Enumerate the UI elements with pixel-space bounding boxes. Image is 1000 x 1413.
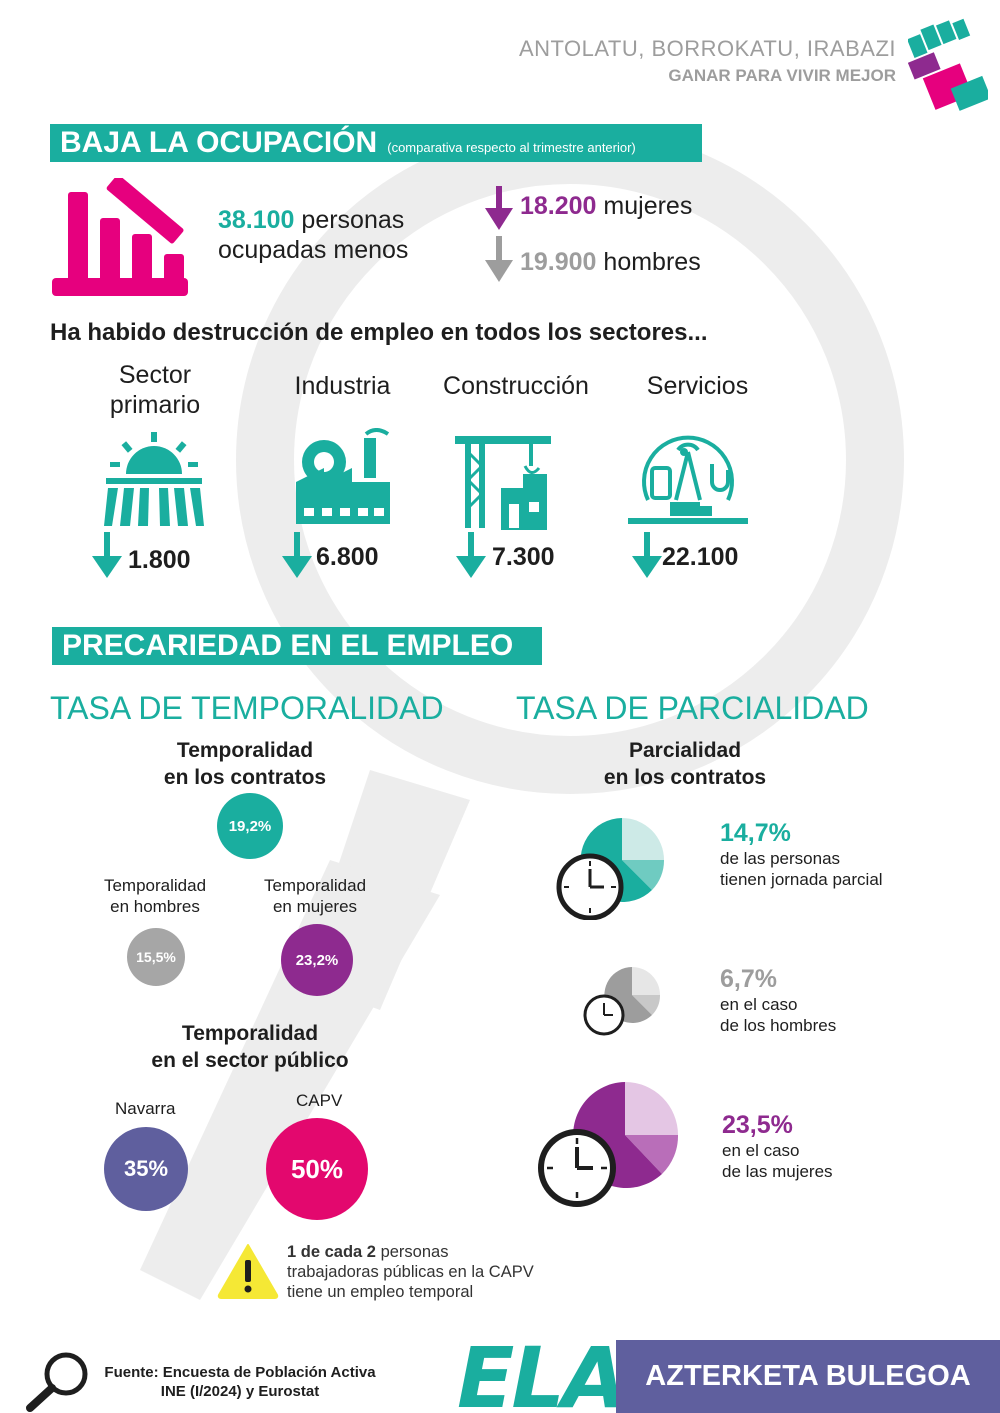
navarra-label: Navarra	[115, 1099, 176, 1118]
capv-value: 50%	[290, 1153, 344, 1184]
part-total-text2: tienen jornada parcial	[720, 870, 883, 889]
sector-value: 22.100	[662, 543, 739, 571]
temp-men-label: Temporalidad en hombres	[85, 875, 225, 917]
label-line: Temporalidad	[181, 1022, 319, 1045]
part-women-value: 23,5%	[722, 1111, 793, 1139]
down-arrow-icon	[282, 532, 312, 578]
sector-name: Sector primario	[85, 360, 225, 420]
sector-name: Construcción	[443, 372, 589, 400]
crane-icon	[455, 436, 551, 530]
sectors-heading: Ha habido destrucción de empleo en todos…	[50, 319, 708, 346]
temp-public-label: Temporalidad en el sector público	[120, 1020, 380, 1074]
label-line: Temporalidad	[176, 739, 314, 762]
part-women-text1: en el caso	[722, 1141, 800, 1160]
temporalidad-heading: TASA DE TEMPORALIDAD	[50, 690, 444, 726]
section-note: (comparativa respecto al trimestre anter…	[387, 139, 636, 155]
part-women: 23,5% en el caso de las mujeres	[722, 1110, 833, 1182]
sun-field-icon	[104, 432, 204, 526]
sector-name: Servicios	[646, 372, 749, 400]
source-line2: INE (I/2024) y Eurostat	[160, 1383, 320, 1400]
navarra-circle: 35%	[104, 1127, 188, 1211]
down-arrow-icon	[456, 532, 486, 578]
total-jobs-text1: personas	[301, 206, 405, 234]
label-line: en mujeres	[272, 897, 358, 916]
sector-value: 6.800	[316, 543, 379, 571]
sector-value: 7.300	[492, 543, 555, 571]
warning-text1: personas	[375, 1243, 449, 1261]
part-total: 14,7% de las personas tienen jornada par…	[720, 818, 883, 890]
women-jobs-lost: 18.200 mujeres	[520, 192, 692, 221]
declining-chart-icon	[52, 178, 188, 296]
section-title-precariedad: PRECARIEDAD EN EL EMPLEO	[62, 629, 514, 662]
warning-text: 1 de cada 2 personas trabajadoras públic…	[287, 1242, 534, 1302]
part-total-value: 14,7%	[720, 819, 791, 847]
label-line: Temporalidad	[103, 876, 207, 895]
part-label: Parcialidad en los contratos	[570, 737, 800, 791]
pie-clock-icon	[583, 967, 661, 1036]
capv-circle: 50%	[266, 1118, 368, 1220]
down-arrow-icon	[485, 236, 513, 282]
women-jobs-value: 18.200	[520, 192, 597, 220]
section-banner-precariedad: PRECARIEDAD EN EL EMPLEO	[52, 627, 542, 665]
part-total-text1: de las personas	[720, 849, 841, 868]
sector-value: 1.800	[128, 546, 191, 574]
down-arrow-icon	[485, 186, 513, 230]
label-line: en los contratos	[603, 766, 767, 789]
warning-icon	[217, 1244, 279, 1299]
factory-icon	[296, 428, 390, 524]
total-jobs-text2: ocupadas menos	[218, 236, 409, 264]
section-title-ocupacion: BAJA LA OCUPACIÓN	[60, 126, 378, 159]
sector-name: Industria	[294, 372, 391, 400]
down-arrow-icon	[632, 532, 662, 578]
total-jobs-lost: 38.100 personas ocupadas menos	[218, 205, 408, 265]
fist-icon	[908, 18, 988, 111]
ela-logo: ELA	[457, 1329, 627, 1413]
slogan-subtitle: GANAR PARA VIVIR MEJOR	[668, 66, 896, 85]
source: Fuente: Encuesta de Población Activa INE…	[95, 1363, 385, 1401]
capv-label: CAPV	[296, 1091, 343, 1110]
section-banner-ocupacion: BAJA LA OCUPACIÓN (comparativa respecto …	[50, 124, 702, 162]
part-men-text1: en el caso	[720, 995, 798, 1014]
label-line: Parcialidad	[628, 739, 742, 762]
pie-clock-icon	[556, 818, 665, 920]
warning-text2: trabajadoras públicas en la CAPV	[287, 1263, 534, 1281]
temp-men-circle: 15,5%	[127, 928, 185, 986]
source-line1: Fuente: Encuesta de Población Activa	[104, 1364, 376, 1381]
magnifier-icon	[26, 1352, 88, 1412]
services-gear-icon	[628, 435, 748, 524]
temp-men-value: 15,5%	[136, 949, 176, 965]
temp-women-value: 23,2%	[295, 951, 339, 969]
temp-contracts-circle: 19,2%	[217, 793, 283, 859]
pie-clock-icon	[538, 1082, 679, 1207]
parcialidad-heading: TASA DE PARCIALIDAD	[516, 690, 869, 726]
footer-band: AZTERKETA BULEGOA	[616, 1340, 1000, 1413]
temp-contracts-label: Temporalidad en los contratos	[130, 737, 360, 791]
part-men-value: 6,7%	[720, 965, 777, 993]
temp-women-label: Temporalidad en mujeres	[245, 875, 385, 917]
part-men: 6,7% en el caso de los hombres	[720, 964, 836, 1036]
label-line: en el sector público	[151, 1049, 349, 1072]
temp-contracts-value: 19,2%	[228, 817, 272, 835]
part-men-text2: de los hombres	[720, 1016, 837, 1035]
label-line: en los contratos	[163, 766, 327, 789]
men-jobs-lost: 19.900 hombres	[520, 248, 701, 277]
temp-women-circle: 23,2%	[281, 924, 353, 996]
men-jobs-label: hombres	[603, 248, 701, 276]
warning-text3: tiene un empleo temporal	[287, 1283, 474, 1301]
part-women-text2: de las mujeres	[722, 1162, 833, 1181]
navarra-value: 35%	[123, 1156, 169, 1181]
label-line: en hombres	[110, 897, 200, 916]
slogan: ANTOLATU, BORROKATU, IRABAZI	[518, 36, 896, 61]
total-jobs-value: 38.100	[218, 206, 295, 234]
men-jobs-value: 19.900	[520, 248, 597, 276]
office-name: AZTERKETA BULEGOA	[645, 1360, 971, 1392]
warning-bold: 1 de cada 2	[287, 1243, 376, 1261]
women-jobs-label: mujeres	[603, 192, 693, 220]
down-arrow-icon	[92, 532, 122, 578]
label-line: Temporalidad	[263, 876, 367, 895]
